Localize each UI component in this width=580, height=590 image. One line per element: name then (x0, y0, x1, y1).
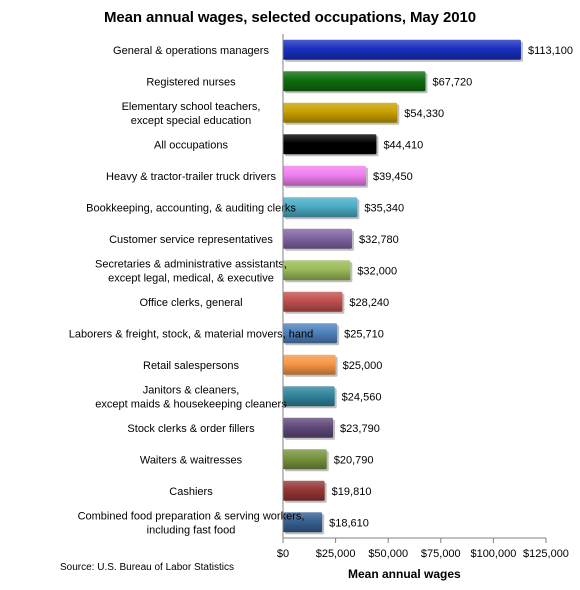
bar (283, 71, 426, 92)
bar (283, 386, 335, 407)
value-label: $35,340 (364, 202, 404, 214)
value-label: $67,720 (432, 76, 472, 88)
value-label: $28,240 (349, 297, 389, 309)
category-label: All occupations (154, 139, 228, 151)
category-label: Laborers & freight, stock, & material mo… (69, 328, 314, 340)
bar (283, 323, 338, 344)
category-label: Bookkeeping, accounting, & auditing cler… (86, 202, 296, 214)
value-label: $25,710 (344, 328, 384, 340)
source-note: Source: U.S. Bureau of Labor Statistics (60, 562, 234, 573)
bar (283, 197, 358, 218)
x-tick-label: $0 (277, 548, 289, 560)
value-label: $18,610 (329, 517, 369, 529)
category-label: Customer service representatives (109, 234, 273, 246)
category-label: Combined food preparation & serving work… (78, 510, 305, 536)
x-tick-label: $25,000 (316, 548, 356, 560)
bar (283, 417, 334, 438)
bar (283, 39, 521, 60)
value-label: $24,560 (342, 391, 382, 403)
bar (283, 260, 351, 281)
value-label: $44,410 (383, 139, 423, 151)
bar (283, 291, 343, 312)
bar (283, 228, 352, 249)
bar (283, 512, 323, 533)
category-label: Waiters & waitresses (140, 454, 243, 466)
category-label: Retail salespersons (143, 360, 239, 372)
category-label: Secretaries & administrative assistants,… (95, 258, 287, 284)
x-tick-label: $75,000 (421, 548, 461, 560)
value-label: $54,330 (404, 108, 444, 120)
bar (283, 165, 367, 186)
x-tick-label: $100,000 (470, 548, 516, 560)
x-axis-title: Mean annual wages (348, 567, 461, 581)
bar (283, 102, 398, 123)
value-label: $20,790 (334, 454, 374, 466)
bar (283, 480, 325, 501)
bar (283, 354, 336, 375)
category-label: Office clerks, general (139, 297, 242, 309)
value-label: $19,810 (332, 486, 372, 498)
category-label: Heavy & tractor-trailer truck drivers (106, 171, 276, 183)
value-label: $113,100 (528, 45, 573, 57)
category-label: Stock clerks & order fillers (127, 423, 255, 435)
category-label: Janitors & cleaners, except maids & house… (95, 384, 287, 410)
category-label: Elementary school teachers, except specia… (122, 101, 261, 127)
bar (283, 449, 327, 470)
chart-title: Mean annual wages, selected occupations,… (104, 9, 476, 26)
value-label: $32,780 (359, 234, 399, 246)
category-label: Registered nurses (146, 76, 236, 88)
value-label: $23,790 (340, 423, 380, 435)
value-label: $32,000 (357, 265, 397, 277)
x-tick-label: $50,000 (368, 548, 408, 560)
category-label: General & operations managers (113, 45, 269, 57)
value-label: $25,000 (343, 360, 383, 372)
category-label: Cashiers (169, 486, 213, 498)
bar (283, 134, 377, 155)
x-tick-label: $125,000 (523, 548, 569, 560)
value-label: $39,450 (373, 171, 413, 183)
